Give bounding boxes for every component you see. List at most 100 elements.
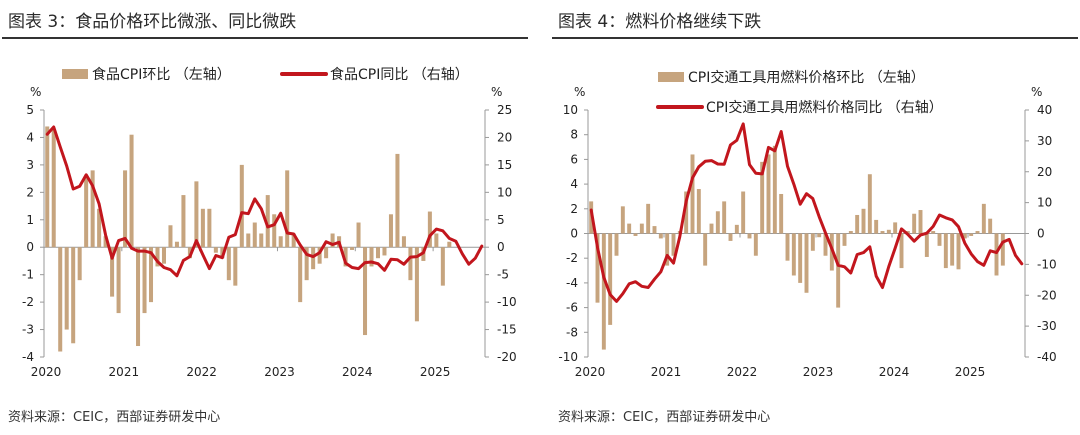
bar [893,222,898,234]
bar [142,247,147,314]
x-tick-label: 2023 [264,365,295,379]
bar [620,206,625,234]
bar [434,233,439,248]
bar [861,208,866,234]
bar [601,233,606,350]
bar [246,233,251,248]
bar [447,241,452,248]
bar [709,223,714,234]
bar [975,231,980,234]
bar [690,154,695,234]
bar [278,236,283,248]
right-tick-label: 10 [1037,196,1052,210]
right-tick-label: 20 [497,130,512,144]
bar [791,233,796,276]
bar [382,247,387,256]
bar [401,236,406,248]
left-unit-label: % [574,85,585,99]
food-cpi-chart: % %-4-3-2-1012345-20-15-10-50510152025202… [22,66,517,379]
left-tick-label: -3 [22,323,34,337]
title-rule [552,37,1078,39]
chart-panel-food: 图表 3：食品价格环比微涨、同比微跌 %% -4 -3 -2 -1 0 1 2 3 4 5 -20 -1… [0,0,530,435]
bar [285,170,290,248]
bar [747,233,752,239]
bar [64,247,69,330]
right-unit-label: % [1031,85,1042,99]
bar [798,233,803,283]
x-tick-label: 2023 [803,365,834,379]
right-tick-label: 30 [1037,134,1052,148]
legend-bar-label: 食品CPI环比 （左轴） [92,66,231,83]
bar [595,233,600,303]
bar [665,233,670,266]
left-tick-label: -10 [558,350,578,364]
bar [741,191,746,234]
bar [291,233,296,248]
bar [207,208,212,248]
bar [836,233,841,308]
bar [168,225,173,248]
bar [912,213,917,234]
x-tick-label: 2021 [109,365,140,379]
right-tick-label: -10 [497,295,517,309]
left-tick-label: -8 [566,325,578,339]
bar [867,174,872,234]
bar [772,145,777,234]
title-rule [2,37,528,39]
bar [239,164,244,248]
x-tick-label: 2022 [727,365,758,379]
bar [129,134,134,248]
bar [388,214,393,248]
bar [785,233,790,261]
right-tick-label: -20 [1037,288,1057,302]
bar [252,222,257,248]
bar [311,247,316,270]
x-tick-label: 2025 [955,365,986,379]
bar [97,208,102,248]
bar [84,175,89,248]
bar [646,203,651,234]
left-tick-label: 3 [26,158,34,172]
left-tick-label: 1 [26,213,34,227]
bar [633,233,638,236]
bar [886,229,891,234]
bar [213,247,218,253]
bar [1000,233,1005,266]
bar [817,233,822,238]
bar [671,233,676,256]
bar [265,195,270,248]
legend-bar-swatch [62,69,88,79]
left-tick-label: -4 [22,350,34,364]
bar [899,233,904,269]
left-tick-label: -2 [22,295,34,309]
right-tick-label: -5 [497,268,509,282]
bar [200,208,205,248]
right-tick-label: -15 [497,323,517,337]
right-tick-label: 20 [1037,165,1052,179]
bar [728,233,733,241]
bar [905,231,910,234]
bar [440,247,445,286]
right-tick-label: -20 [497,350,517,364]
bar [174,241,179,248]
bar [994,233,999,276]
bar [931,231,936,234]
bar [395,153,400,248]
bar [427,211,432,248]
legend-line-label: CPI交通工具用燃料价格同比 （右轴） [706,99,943,116]
x-tick-label: 2022 [186,365,217,379]
x-tick-label: 2020 [575,365,606,379]
left-tick-label: -1 [22,268,34,282]
bar [324,247,329,259]
bar [259,233,264,248]
x-tick-label: 2024 [879,365,910,379]
bar [608,233,613,325]
right-tick-label: 0 [497,240,505,254]
bar [343,247,348,267]
bar [696,189,701,234]
bar [123,170,128,248]
bar [842,233,847,246]
bar [272,214,277,248]
bar [194,181,199,248]
right-tick-label: 40 [1037,103,1052,117]
